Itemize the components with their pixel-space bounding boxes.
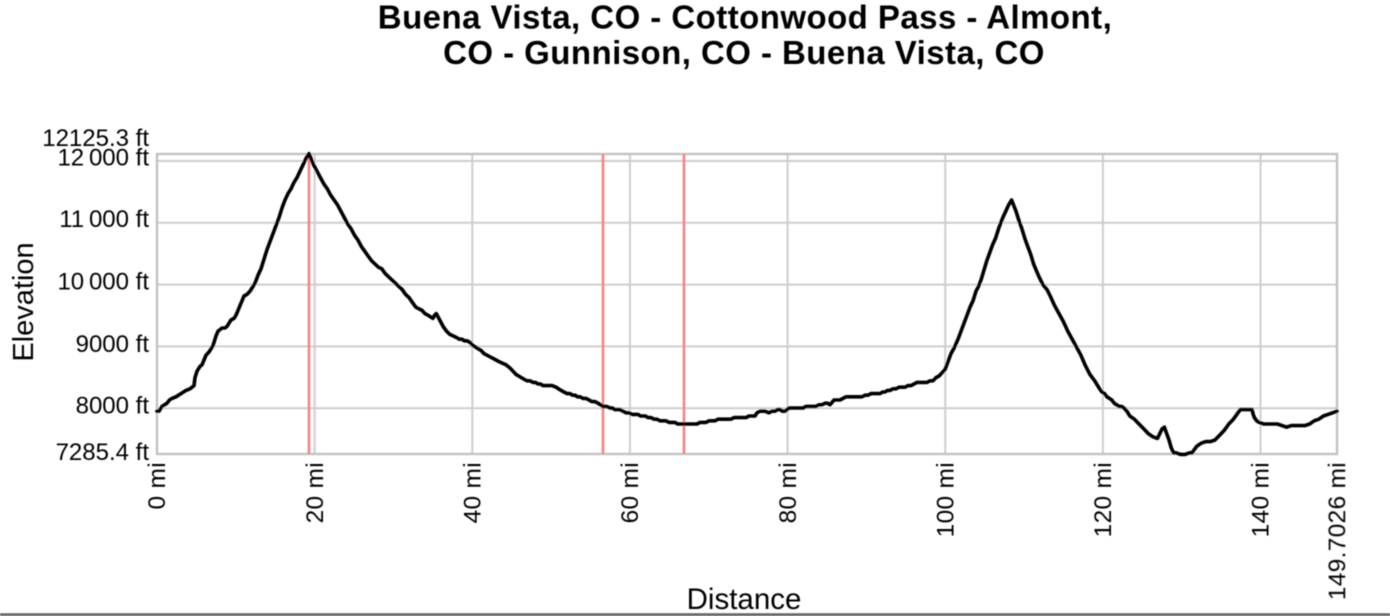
svg-text:140 mi: 140 mi [1248, 462, 1275, 537]
svg-text:40 mi: 40 mi [459, 462, 486, 523]
svg-text:CO - Gunnison, CO - Buena Vist: CO - Gunnison, CO - Buena Vista, CO [443, 34, 1045, 71]
svg-text:Elevation: Elevation [8, 242, 40, 361]
svg-text:7285.4 ft: 7285.4 ft [56, 439, 150, 466]
svg-text:120 mi: 120 mi [1090, 462, 1117, 537]
svg-text:8000 ft: 8000 ft [76, 392, 150, 419]
svg-text:9000 ft: 9000 ft [76, 331, 150, 358]
svg-text:11 000 ft: 11 000 ft [59, 206, 149, 233]
svg-text:60 mi: 60 mi [617, 462, 644, 523]
svg-text:0 mi: 0 mi [144, 462, 171, 509]
svg-text:149.7026 mi: 149.7026 mi [1324, 462, 1351, 600]
svg-text:12 000 ft: 12 000 ft [57, 144, 149, 171]
svg-text:20 mi: 20 mi [302, 462, 329, 523]
svg-text:12125.3 ft: 12125.3 ft [42, 125, 149, 152]
svg-text:Distance: Distance [687, 583, 802, 616]
svg-text:Buena Vista, CO - Cottonwood P: Buena Vista, CO - Cottonwood Pass - Almo… [378, 0, 1112, 36]
svg-text:80 mi: 80 mi [775, 462, 802, 523]
svg-text:100 mi: 100 mi [932, 462, 959, 537]
svg-text:10 000 ft: 10 000 ft [57, 268, 149, 295]
